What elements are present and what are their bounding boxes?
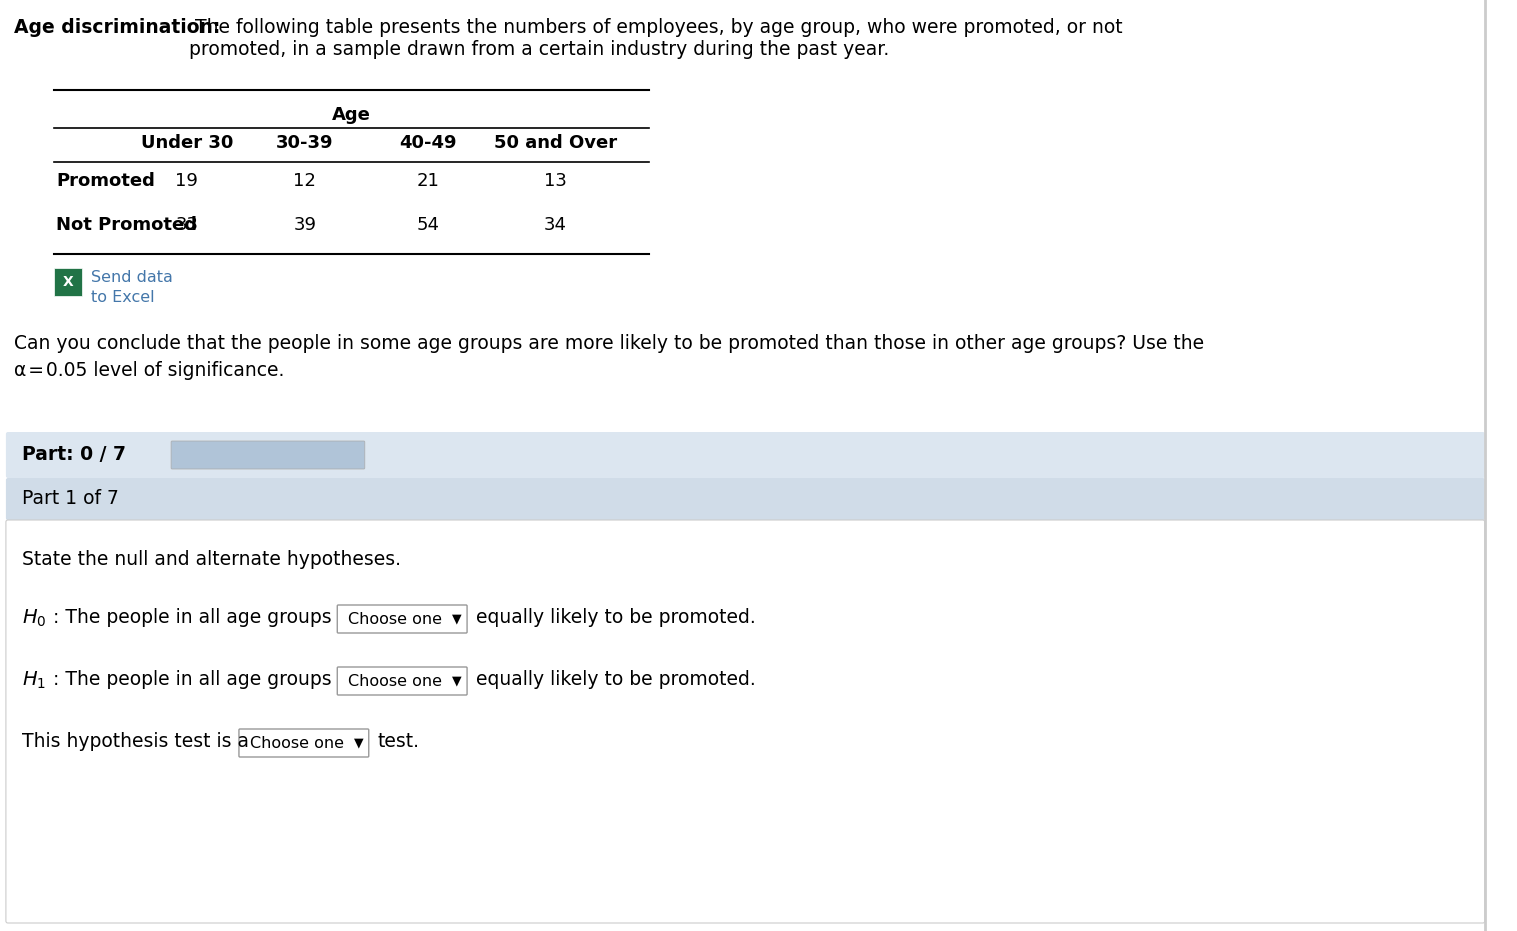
Text: 33: 33 xyxy=(176,216,199,234)
Text: Choose one: Choose one xyxy=(347,612,441,627)
FancyBboxPatch shape xyxy=(55,268,82,296)
Text: The following table presents the numbers of employees, by age group, who were pr: The following table presents the numbers… xyxy=(188,18,1123,59)
FancyBboxPatch shape xyxy=(171,441,364,469)
Text: : The people in all age groups: : The people in all age groups xyxy=(53,608,332,627)
FancyBboxPatch shape xyxy=(6,478,1485,520)
Text: 40-49: 40-49 xyxy=(399,134,457,152)
Text: Send data
to Excel: Send data to Excel xyxy=(91,270,173,304)
Text: equally likely to be promoted.: equally likely to be promoted. xyxy=(476,608,755,627)
Text: Choose one: Choose one xyxy=(347,673,441,689)
Text: Not Promoted: Not Promoted xyxy=(56,216,197,234)
Text: test.: test. xyxy=(378,732,420,751)
Text: 12: 12 xyxy=(293,172,316,190)
Text: Choose one: Choose one xyxy=(250,735,344,750)
Text: 30-39: 30-39 xyxy=(276,134,334,152)
Text: 13: 13 xyxy=(545,172,567,190)
Text: $H_1$: $H_1$ xyxy=(21,670,46,692)
FancyBboxPatch shape xyxy=(6,520,1485,923)
Text: ▼: ▼ xyxy=(452,674,463,687)
Text: This hypothesis test is a: This hypothesis test is a xyxy=(21,732,249,751)
Text: $H_0$: $H_0$ xyxy=(21,608,46,629)
Text: 39: 39 xyxy=(293,216,317,234)
Text: 21: 21 xyxy=(416,172,440,190)
Text: Age: Age xyxy=(332,106,372,124)
Text: Age discrimination:: Age discrimination: xyxy=(14,18,220,37)
Text: ▼: ▼ xyxy=(452,613,463,626)
Text: Part 1 of 7: Part 1 of 7 xyxy=(21,490,118,508)
Text: ▼: ▼ xyxy=(353,736,364,749)
Text: Can you conclude that the people in some age groups are more likely to be promot: Can you conclude that the people in some… xyxy=(14,334,1204,380)
Text: 54: 54 xyxy=(416,216,440,234)
Text: 50 and Over: 50 and Over xyxy=(495,134,617,152)
Text: 19: 19 xyxy=(176,172,199,190)
Text: Under 30: Under 30 xyxy=(141,134,234,152)
FancyBboxPatch shape xyxy=(337,667,467,695)
Text: : The people in all age groups: : The people in all age groups xyxy=(53,670,332,689)
Text: equally likely to be promoted.: equally likely to be promoted. xyxy=(476,670,755,689)
FancyBboxPatch shape xyxy=(337,605,467,633)
Text: X: X xyxy=(62,275,73,289)
FancyBboxPatch shape xyxy=(6,432,1485,478)
FancyBboxPatch shape xyxy=(240,729,369,757)
Text: Part: 0 / 7: Part: 0 / 7 xyxy=(21,446,126,465)
Text: Promoted: Promoted xyxy=(56,172,155,190)
Text: State the null and alternate hypotheses.: State the null and alternate hypotheses. xyxy=(21,550,400,569)
Text: 34: 34 xyxy=(545,216,567,234)
